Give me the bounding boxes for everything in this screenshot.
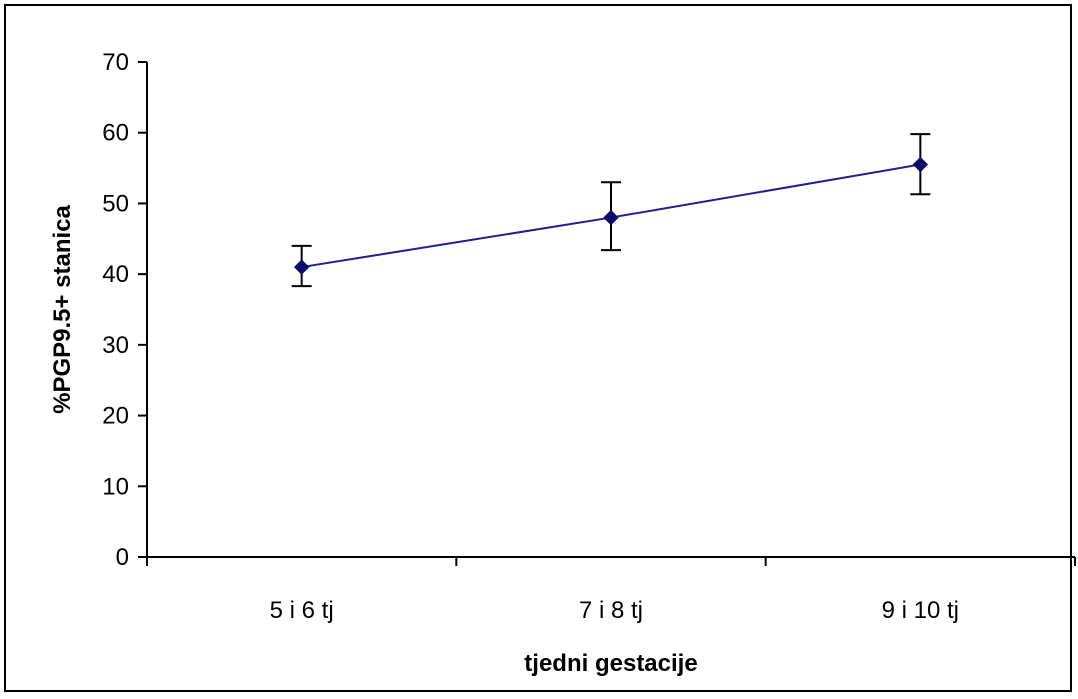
data-point [912, 156, 929, 173]
y-tick-label: 70 [102, 49, 129, 76]
y-tick-label: 40 [102, 261, 129, 288]
x-axis-title: tjedni gestacije [524, 650, 697, 677]
y-ticks: 0 10 20 30 40 50 60 70 [102, 49, 147, 571]
x-tick-label: 9 i 10 tj [882, 597, 959, 624]
y-tick-label: 0 [116, 544, 129, 571]
data-point [603, 209, 619, 226]
y-tick-label: 20 [102, 403, 129, 430]
y-axis-title: %PGP9.5+ stanica [49, 204, 76, 413]
x-tick-label: 7 i 8 tj [579, 597, 643, 624]
y-tick-label: 30 [102, 332, 129, 359]
y-tick-label: 10 [102, 473, 129, 500]
axes [146, 62, 1075, 558]
y-tick-label: 50 [102, 190, 129, 217]
chart-frame [4, 4, 1072, 692]
y-tick-label: 60 [102, 120, 129, 147]
x-tick-label: 5 i 6 tj [270, 597, 334, 624]
x-ticks: 5 i 6 tj 7 i 8 tj 9 i 10 tj [146, 557, 1076, 624]
series-group [291, 133, 931, 288]
data-point [293, 259, 310, 275]
